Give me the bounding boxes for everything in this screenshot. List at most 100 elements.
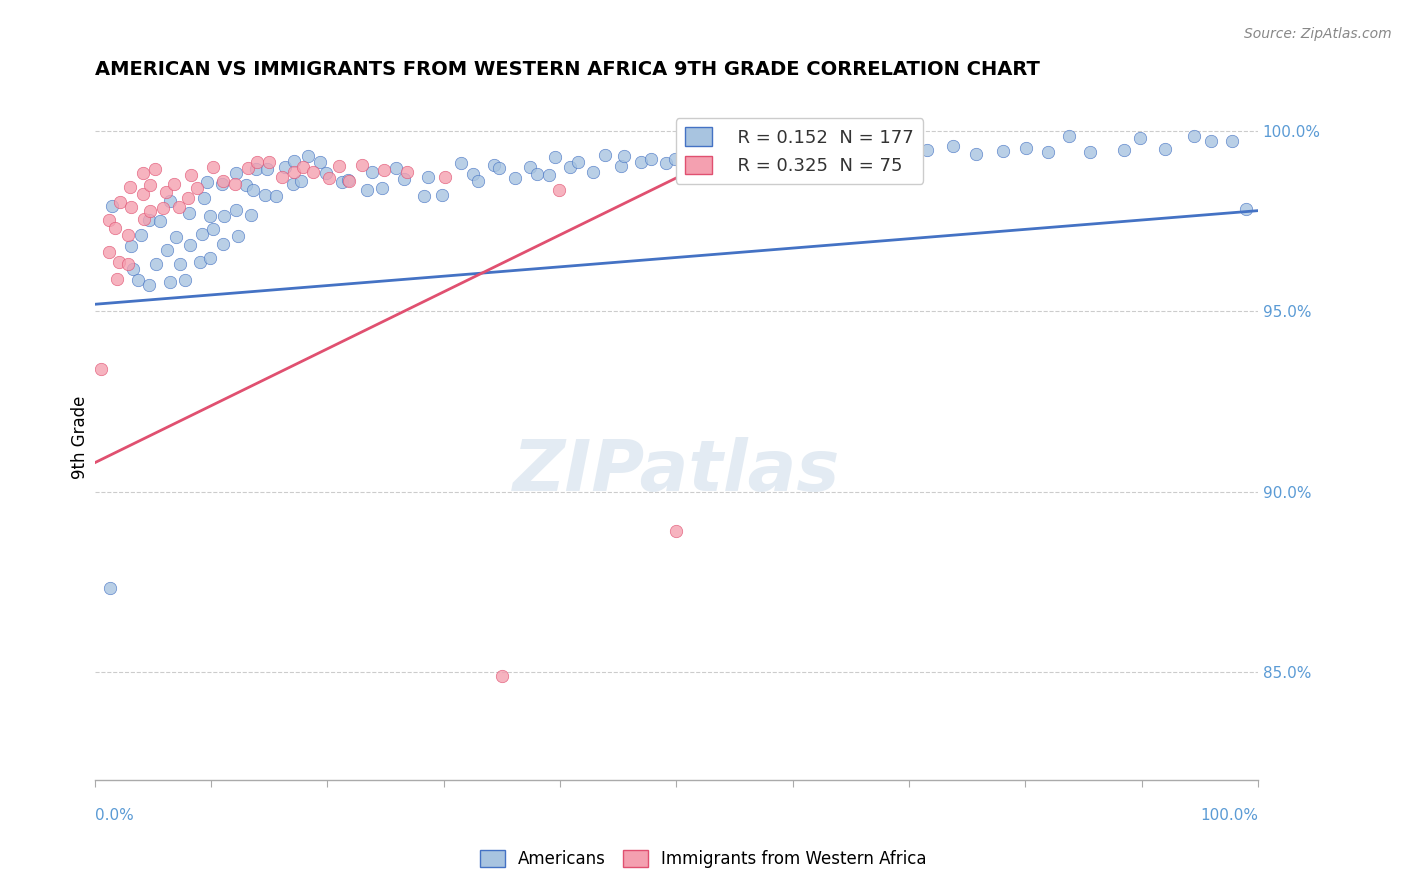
Point (202, 221, 225, 235)
Point (467, 173, 489, 187)
Point (212, 209, 235, 223)
Point (121, 261, 143, 276)
Point (273, 160, 295, 174)
Point (872, 153, 894, 167)
Point (177, 191, 200, 205)
Text: ZIPatlas: ZIPatlas (513, 437, 839, 506)
Point (896, 134, 918, 148)
Point (630, 155, 652, 169)
Point (246, 154, 269, 169)
Point (665, 524, 688, 538)
Point (1078, 145, 1101, 159)
Point (138, 277, 160, 292)
Point (179, 238, 201, 252)
Point (235, 178, 257, 192)
Point (297, 149, 319, 163)
Point (352, 158, 374, 172)
Point (139, 203, 162, 218)
Point (256, 161, 278, 176)
Point (211, 174, 233, 188)
Point (253, 188, 276, 202)
Point (138, 178, 160, 193)
Point (543, 150, 565, 164)
Point (610, 159, 633, 173)
Point (193, 191, 215, 205)
Point (683, 160, 706, 174)
Point (942, 139, 965, 153)
Point (852, 158, 875, 172)
Point (105, 272, 128, 286)
Text: 100.0%: 100.0% (1199, 808, 1258, 823)
Point (225, 202, 247, 217)
Point (503, 170, 526, 185)
Point (283, 165, 305, 179)
Point (538, 169, 561, 183)
Point (98, 581, 121, 595)
Point (385, 161, 408, 176)
Point (120, 238, 142, 252)
Point (1129, 130, 1152, 145)
Point (567, 155, 589, 169)
Point (212, 237, 235, 252)
Legend: Americans, Immigrants from Western Africa: Americans, Immigrants from Western Afric… (472, 843, 934, 875)
Text: Source: ZipAtlas.com: Source: ZipAtlas.com (1244, 27, 1392, 41)
Text: AMERICAN VS IMMIGRANTS FROM WESTERN AFRICA 9TH GRADE CORRELATION CHART: AMERICAN VS IMMIGRANTS FROM WESTERN AFRI… (94, 60, 1039, 78)
Point (396, 165, 419, 179)
Point (117, 228, 139, 243)
Text: 0.0%: 0.0% (94, 808, 134, 823)
Point (1182, 129, 1205, 144)
Point (738, 151, 761, 165)
Point (547, 183, 569, 197)
Point (98, 213, 121, 227)
Y-axis label: 9th Grade: 9th Grade (72, 396, 89, 479)
Point (239, 208, 262, 222)
Point (188, 254, 211, 268)
Point (1038, 145, 1060, 159)
Point (1112, 143, 1135, 157)
Point (127, 272, 149, 286)
Point (226, 228, 249, 243)
Point (318, 171, 340, 186)
Point (257, 155, 280, 169)
Point (165, 230, 187, 244)
Point (191, 227, 214, 242)
Point (1199, 135, 1222, 149)
Point (245, 162, 267, 177)
Point (526, 167, 548, 181)
Point (132, 166, 155, 180)
Point (413, 189, 436, 203)
Point (129, 228, 152, 243)
Point (104, 220, 127, 235)
Point (558, 160, 581, 174)
Point (291, 160, 314, 174)
Point (290, 174, 312, 188)
Point (281, 178, 304, 192)
Point (315, 166, 337, 180)
Point (491, 669, 513, 683)
Point (780, 145, 803, 160)
Point (264, 189, 287, 203)
Point (98, 244, 121, 259)
Point (640, 152, 662, 166)
Point (167, 200, 190, 214)
Point (143, 161, 166, 176)
Point (163, 177, 186, 191)
Point (90, 362, 112, 376)
Point (101, 198, 124, 212)
Point (200, 251, 222, 265)
Point (120, 200, 142, 214)
Point (519, 160, 541, 174)
Point (110, 195, 132, 210)
Point (198, 210, 221, 224)
Point (283, 153, 305, 168)
Point (330, 176, 353, 190)
Point (132, 186, 155, 201)
Point (225, 165, 247, 179)
Point (174, 273, 197, 287)
Point (655, 156, 678, 170)
Point (664, 152, 686, 166)
Point (149, 213, 172, 227)
Point (593, 148, 616, 162)
Point (242, 183, 264, 197)
Point (271, 169, 294, 184)
